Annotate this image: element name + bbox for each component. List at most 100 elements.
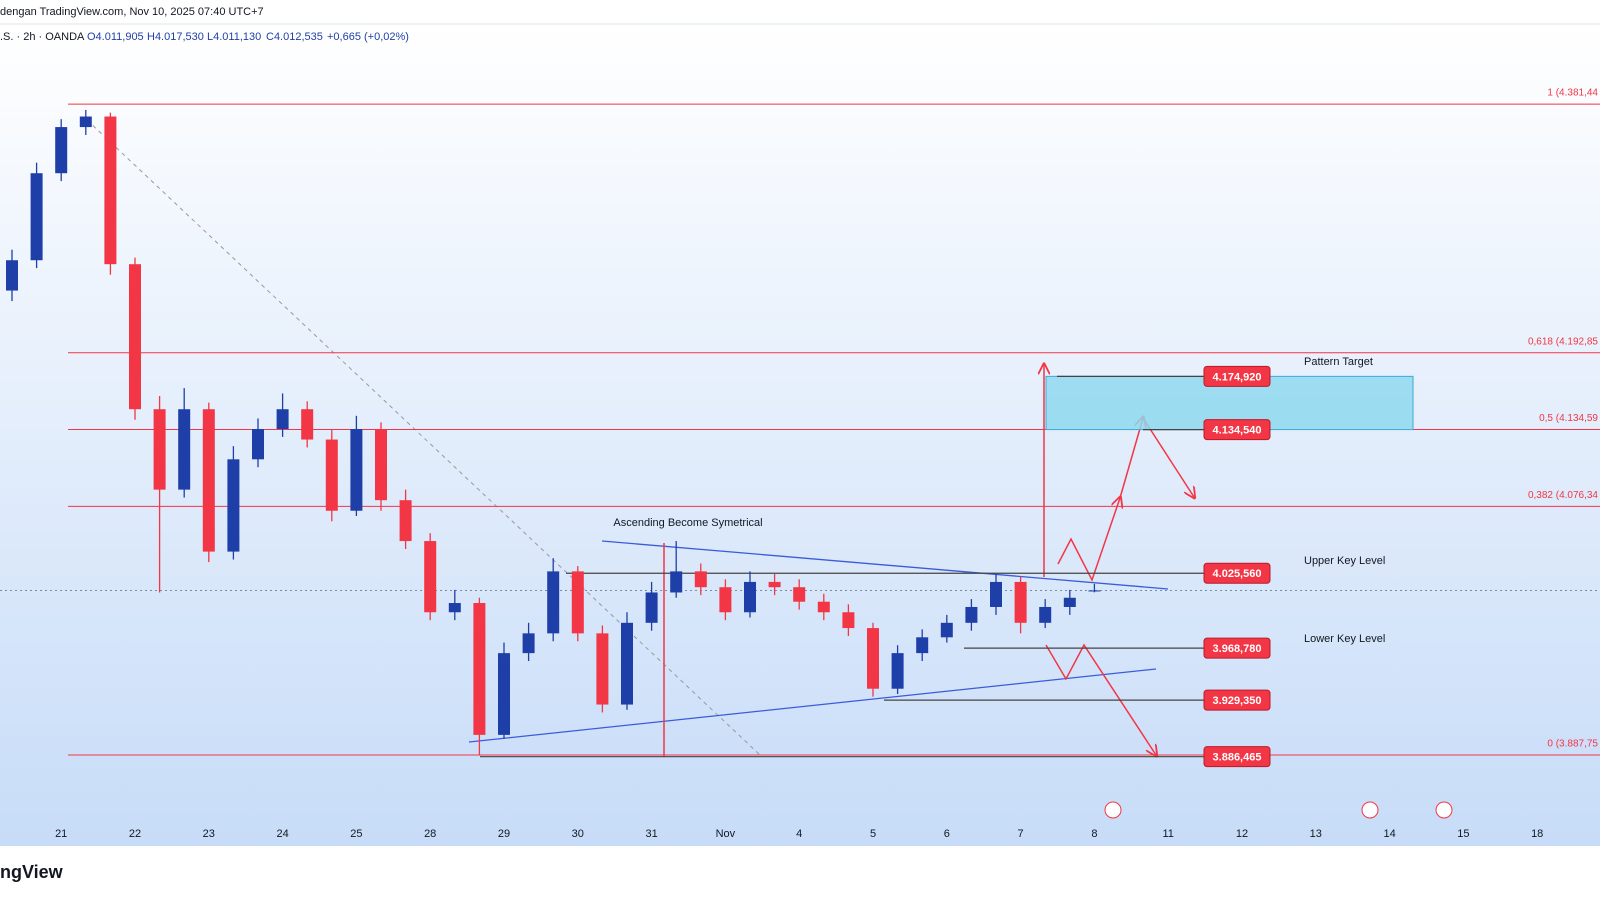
candle-body [817, 601, 830, 613]
x-tick-label: 22 [129, 828, 141, 840]
candle-body [55, 127, 68, 174]
candle-body [473, 603, 486, 735]
fib-label: 0 (3.887,75 [1547, 739, 1598, 750]
candle-body [916, 637, 929, 654]
candle-body [350, 428, 363, 511]
ohlc-open: O4.011,905 [87, 31, 144, 43]
candle-body [744, 581, 756, 613]
x-tick-label: 15 [1457, 828, 1469, 840]
candle-body [842, 612, 855, 629]
trend-line [86, 119, 761, 756]
candle-body [399, 500, 412, 542]
price-tag [1203, 689, 1271, 711]
candle-body [79, 116, 92, 128]
candle-body [153, 409, 166, 490]
x-tick-label: 29 [498, 828, 510, 840]
x-tick-label: 30 [572, 828, 584, 840]
candle-body [793, 587, 806, 602]
x-tick-label: 8 [1091, 828, 1097, 840]
candle-body [252, 428, 264, 460]
price-tag-label: 4.134,540 [1213, 425, 1262, 437]
pullback-path [1142, 417, 1194, 497]
candle-body [891, 653, 904, 689]
footer-logo: ngView [0, 862, 64, 882]
x-tick-label: 6 [944, 828, 950, 840]
ohlc-change: +0,665 (+0,02%) [327, 31, 409, 43]
x-tick-label: 23 [203, 828, 215, 840]
x-tick-label: 21 [55, 828, 67, 840]
candle-body [6, 260, 18, 291]
price-tag [1203, 637, 1271, 659]
x-tick-label: 24 [276, 828, 288, 840]
fib-label: 0,382 (4.076,34 [1528, 490, 1598, 501]
candle-body [990, 581, 1002, 607]
x-tick-label: 12 [1236, 828, 1248, 840]
candle-body [621, 622, 633, 705]
candle-body [670, 571, 683, 593]
plot-background [0, 24, 1600, 846]
candle-body [424, 541, 437, 613]
price-tag [1203, 562, 1271, 584]
ohlc-low: L4.011,130 [207, 31, 261, 43]
price-tag [1203, 419, 1271, 441]
x-tick-label: 13 [1310, 828, 1322, 840]
candle-body [1014, 581, 1027, 623]
candle-body [1063, 597, 1076, 607]
candle-body [547, 571, 560, 634]
target-label: Pattern Target [1304, 356, 1373, 368]
candle-body [202, 409, 215, 552]
candle-body [276, 409, 289, 429]
symbol: .S. · 2h · OANDA [0, 31, 85, 43]
upper-label: Upper Key Level [1304, 555, 1385, 567]
event-icon[interactable] [1435, 801, 1453, 819]
event-icon[interactable] [1104, 801, 1122, 819]
source: dengan TradingView.com, Nov 10, 2025 07:… [0, 6, 264, 18]
bull-path [1057, 498, 1120, 582]
ohlc-high: H4.017,530 [147, 31, 204, 43]
candle-body [30, 173, 43, 261]
candle-body [325, 439, 338, 511]
x-tick-label: Nov [716, 828, 736, 840]
x-tick-label: 7 [1018, 828, 1024, 840]
x-tick-label: 31 [645, 828, 657, 840]
candle-body [104, 116, 117, 265]
candle-body [227, 459, 240, 552]
candle-body [1088, 590, 1101, 592]
candle-body [596, 633, 609, 705]
price-tag-label: 4.025,560 [1213, 568, 1262, 580]
price-tag-label: 4.174,920 [1213, 371, 1262, 383]
price-tag-label: 3.929,350 [1213, 695, 1262, 707]
price-tag [1203, 365, 1271, 387]
lower-label: Lower Key Level [1304, 633, 1385, 645]
candle-body [178, 409, 191, 490]
bull-path [1119, 418, 1143, 499]
x-tick-label: 25 [350, 828, 362, 840]
price-tag [1203, 746, 1271, 768]
candle-body [129, 264, 141, 410]
candle-body [522, 633, 535, 654]
candle-body [867, 628, 879, 689]
x-tick-label: 18 [1531, 828, 1543, 840]
candle-body [498, 653, 510, 735]
candle-body [965, 606, 978, 623]
lower-trendline [468, 668, 1157, 743]
candle-body [940, 622, 953, 638]
candle-body [694, 571, 707, 588]
candle-body [719, 587, 732, 613]
fib-label: 0,5 (4.134,59 [1539, 413, 1598, 424]
x-tick-label: 5 [870, 828, 876, 840]
candle-body [768, 581, 781, 588]
candle-body [448, 603, 461, 613]
upper-trendline [601, 540, 1169, 590]
event-icon[interactable] [1361, 801, 1379, 819]
fib-label: 0,618 (4.192,85 [1528, 336, 1598, 347]
x-tick-label: 14 [1383, 828, 1395, 840]
candle-body [645, 592, 658, 623]
candle-body [301, 409, 314, 440]
candle-body [571, 571, 584, 634]
x-tick-label: 4 [796, 828, 802, 840]
candle-body [1039, 606, 1052, 623]
pattern-label: Ascending Become Symetrical [613, 517, 762, 529]
price-tag-label: 3.886,465 [1213, 752, 1262, 764]
